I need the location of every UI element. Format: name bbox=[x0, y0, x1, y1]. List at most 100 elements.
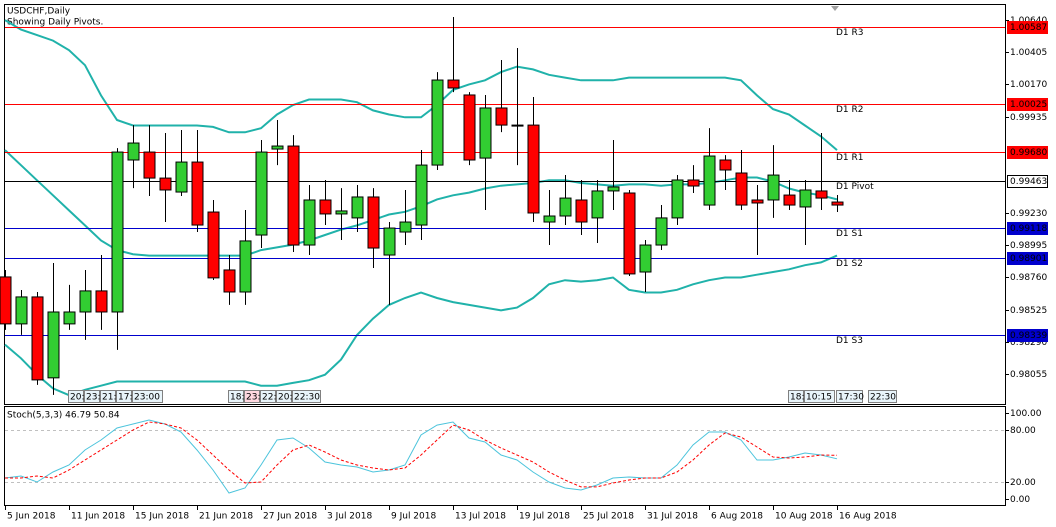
time-label-box bbox=[868, 390, 897, 403]
x-tick-label: 16 Aug 2018 bbox=[839, 512, 897, 522]
pivot-name: D1 Pivot bbox=[836, 182, 874, 192]
candle-body bbox=[719, 159, 732, 171]
x-tick-label: 19 Jul 2018 bbox=[519, 512, 570, 522]
time-label: 22: bbox=[262, 393, 276, 403]
shift-marker bbox=[831, 6, 839, 11]
chart-subtitle: Showing Daily Pivots. bbox=[7, 18, 103, 28]
x-tick-label: 9 Jul 2018 bbox=[391, 512, 436, 522]
candle-body bbox=[127, 142, 140, 161]
candle-body bbox=[479, 107, 492, 159]
time-label: 21: bbox=[102, 393, 116, 403]
pivot-price-box bbox=[1007, 98, 1048, 111]
time-label: 23:00 bbox=[134, 393, 160, 403]
candle-body bbox=[623, 192, 636, 275]
pivot-price-label: 1.00025 bbox=[1010, 100, 1047, 110]
y-tick-label: 0.98290 bbox=[1010, 338, 1047, 348]
x-tick-label: 5 Jun 2018 bbox=[7, 512, 56, 522]
candle-body bbox=[463, 94, 476, 161]
x-tick-label: 15 Jun 2018 bbox=[135, 512, 189, 522]
pivot-price-label: 0.99463 bbox=[1010, 177, 1047, 187]
pivot-price-box bbox=[1007, 252, 1048, 265]
time-label-box bbox=[228, 390, 244, 403]
pivot-price-label: 0.98339 bbox=[1010, 331, 1047, 341]
pivot-name: D1 S2 bbox=[836, 259, 863, 269]
y-tick-label: 80.00 bbox=[1010, 426, 1036, 436]
time-label-box bbox=[804, 390, 835, 403]
candle-body bbox=[303, 199, 316, 246]
pivot-name: D1 S3 bbox=[836, 336, 863, 346]
y-tick-label: 0.98055 bbox=[1010, 370, 1047, 380]
candle-body bbox=[415, 164, 428, 226]
candle-body bbox=[175, 161, 188, 193]
candle-body bbox=[63, 311, 76, 325]
candle-body bbox=[831, 201, 844, 206]
candle-body bbox=[351, 196, 364, 219]
candle-body bbox=[543, 215, 556, 223]
candle-body bbox=[591, 190, 604, 219]
time-label-box bbox=[244, 390, 260, 403]
x-tick-label: 3 Jul 2018 bbox=[327, 512, 372, 522]
candle-body bbox=[319, 199, 332, 215]
time-label-box bbox=[788, 390, 804, 403]
candle-body bbox=[751, 199, 764, 204]
candle-body bbox=[287, 145, 300, 246]
candle-body bbox=[655, 217, 668, 246]
candle-body bbox=[687, 179, 700, 187]
candle-body bbox=[335, 210, 348, 215]
time-label-box bbox=[68, 390, 84, 403]
x-tick-label: 27 Jun 2018 bbox=[263, 512, 317, 522]
main-pane-frame bbox=[4, 4, 1006, 405]
candle-body bbox=[111, 151, 124, 313]
pivot-price-box bbox=[1007, 146, 1048, 159]
time-label: 17: bbox=[118, 393, 132, 403]
candle-body bbox=[0, 276, 12, 325]
y-tick-label: 100.00 bbox=[1010, 409, 1042, 419]
candle-body bbox=[239, 240, 252, 293]
candle-body bbox=[575, 199, 588, 223]
candle-body bbox=[255, 151, 268, 236]
x-tick-label: 13 Jul 2018 bbox=[455, 512, 506, 522]
time-label-box bbox=[132, 390, 163, 403]
time-label: 23: bbox=[86, 393, 100, 403]
candle-body bbox=[767, 174, 780, 201]
candle-body bbox=[815, 190, 828, 199]
time-label-box bbox=[292, 390, 321, 403]
y-tick-label: 0.99935 bbox=[1010, 113, 1047, 123]
pivot-name: D1 S1 bbox=[836, 229, 863, 239]
bollinger-band bbox=[4, 254, 838, 397]
time-label-box bbox=[260, 390, 276, 403]
time-label: 20: bbox=[278, 393, 292, 403]
chart-title: USDCHF,Daily bbox=[7, 7, 71, 17]
stoch-line bbox=[4, 419, 838, 494]
candle-body bbox=[495, 107, 508, 126]
pivot-price-label: 0.99118 bbox=[1010, 224, 1047, 234]
y-tick-label: 0.98995 bbox=[1010, 241, 1047, 251]
candle-body bbox=[431, 79, 444, 166]
candle-body bbox=[607, 186, 620, 192]
candle-body bbox=[271, 145, 284, 150]
candle-body bbox=[47, 311, 60, 379]
pivot-price-box bbox=[1007, 175, 1048, 188]
stoch-line bbox=[5, 421, 838, 488]
x-tick-label: 21 Jun 2018 bbox=[199, 512, 253, 522]
candle-body bbox=[383, 227, 396, 256]
y-tick-label: 1.00170 bbox=[1010, 80, 1047, 90]
candle-body bbox=[559, 197, 572, 217]
candle-body bbox=[703, 155, 716, 206]
y-tick-label: 0.98525 bbox=[1010, 306, 1047, 316]
time-label: 18: bbox=[790, 393, 804, 403]
candle-body bbox=[223, 269, 236, 293]
stoch-title: Stoch(5,3,3) 46.79 50.84 bbox=[7, 411, 120, 421]
time-label: 23: bbox=[246, 393, 260, 403]
time-label: 22:30 bbox=[870, 393, 896, 403]
y-tick-label: 1.00405 bbox=[1010, 48, 1047, 58]
pivot-price-label: 0.99680 bbox=[1010, 148, 1047, 158]
time-label: 18: bbox=[230, 393, 244, 403]
candle-body bbox=[527, 124, 540, 214]
candle-body bbox=[799, 189, 812, 208]
time-label: 10:15 bbox=[806, 393, 832, 403]
candle-body bbox=[367, 196, 380, 249]
pivot-price-box bbox=[1007, 21, 1048, 34]
